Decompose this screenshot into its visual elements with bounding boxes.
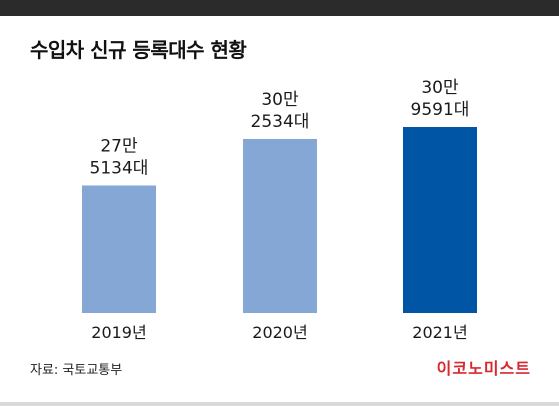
x-tick-label-1: 2020년 <box>252 323 307 342</box>
value-label-2-1: 9591대 <box>411 100 470 120</box>
x-tick-labels-group: 2019년 2020년 2021년 <box>91 323 467 342</box>
bar-0 <box>82 185 156 313</box>
value-label-0-0: 27만 <box>100 136 138 156</box>
value-label-2-0: 30만 <box>421 78 459 98</box>
top-bar <box>0 0 559 16</box>
x-tick-label-2: 2021년 <box>412 323 467 342</box>
source-note: 자료: 국토교통부 <box>30 363 123 378</box>
chart-title: 수입차 신규 등록대수 현황 <box>30 38 247 62</box>
bars-group <box>82 127 477 313</box>
bar-2 <box>403 127 477 313</box>
value-label-1-1: 2534대 <box>251 112 310 132</box>
value-label-1-0: 30만 <box>261 90 299 110</box>
bottom-line <box>0 402 559 406</box>
bar-1 <box>243 138 317 313</box>
value-label-0-1: 5134대 <box>90 158 149 178</box>
x-tick-label-0: 2019년 <box>91 323 146 342</box>
brand-logo: 이코노미스트 <box>436 359 531 378</box>
